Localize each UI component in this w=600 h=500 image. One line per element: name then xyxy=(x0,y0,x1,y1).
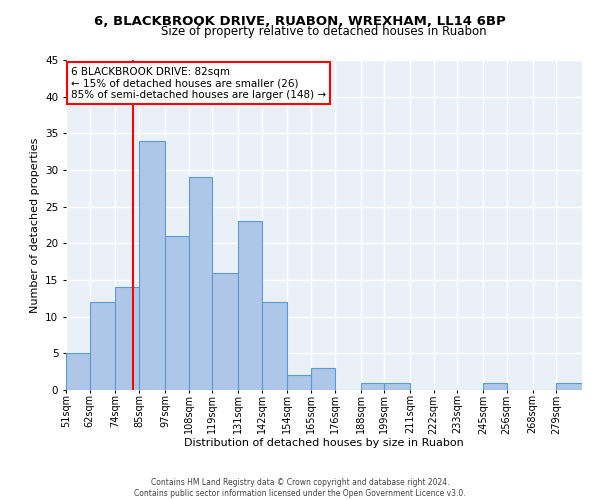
X-axis label: Distribution of detached houses by size in Ruabon: Distribution of detached houses by size … xyxy=(184,438,464,448)
Bar xyxy=(165,236,188,390)
Title: Size of property relative to detached houses in Ruabon: Size of property relative to detached ho… xyxy=(161,25,487,38)
Bar xyxy=(556,382,582,390)
Bar xyxy=(311,368,335,390)
Bar xyxy=(384,382,410,390)
Bar xyxy=(115,288,139,390)
Bar xyxy=(483,382,507,390)
Text: 6 BLACKBROOK DRIVE: 82sqm
← 15% of detached houses are smaller (26)
85% of semi-: 6 BLACKBROOK DRIVE: 82sqm ← 15% of detac… xyxy=(71,66,326,100)
Text: Contains HM Land Registry data © Crown copyright and database right 2024.
Contai: Contains HM Land Registry data © Crown c… xyxy=(134,478,466,498)
Bar xyxy=(212,272,238,390)
Bar xyxy=(139,140,165,390)
Bar xyxy=(89,302,115,390)
Bar xyxy=(188,178,212,390)
Bar xyxy=(66,354,89,390)
Text: 6, BLACKBROOK DRIVE, RUABON, WREXHAM, LL14 6BP: 6, BLACKBROOK DRIVE, RUABON, WREXHAM, LL… xyxy=(94,15,506,28)
Y-axis label: Number of detached properties: Number of detached properties xyxy=(29,138,40,312)
Bar xyxy=(262,302,287,390)
Bar xyxy=(287,376,311,390)
Bar xyxy=(238,222,262,390)
Bar xyxy=(361,382,384,390)
